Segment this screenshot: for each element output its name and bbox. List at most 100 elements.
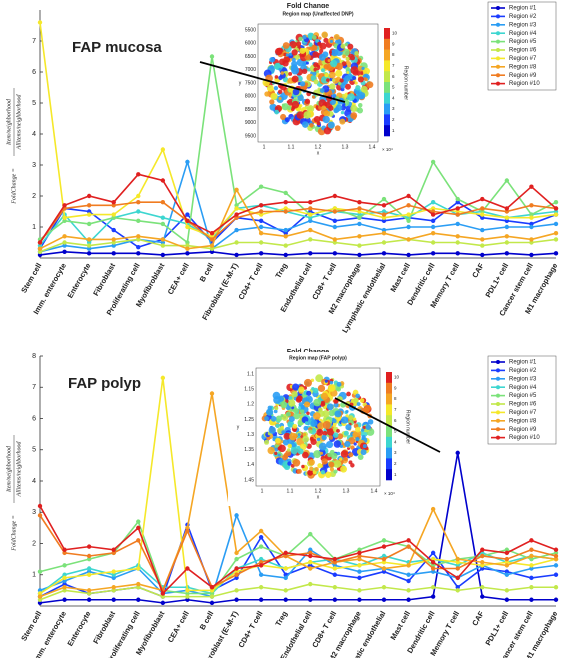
data-point	[136, 172, 140, 176]
chart: 1234567Fold ChangeFoldChange =Item/neigh…	[6, 2, 559, 334]
inset-pixel	[308, 429, 312, 433]
inset-pixel	[316, 429, 323, 436]
inset-pixel	[292, 75, 299, 82]
data-point	[382, 197, 386, 201]
inset-pixel	[292, 49, 298, 55]
data-point	[259, 535, 263, 539]
y-tick-label: 6	[32, 415, 36, 422]
data-point	[234, 206, 238, 210]
data-point	[308, 560, 312, 564]
inset-pixel	[300, 409, 304, 413]
legend-marker	[496, 427, 500, 431]
data-point	[431, 251, 435, 255]
data-point	[136, 538, 140, 542]
inset-y-tick-label: 5500	[245, 27, 256, 33]
inset-pixel	[346, 392, 351, 397]
inset-pixel	[314, 467, 318, 471]
inset-pixel	[309, 123, 313, 127]
data-point	[161, 216, 165, 220]
data-point	[161, 253, 165, 257]
data-point	[284, 551, 288, 555]
y-tick-label: 3	[32, 509, 36, 516]
data-point	[112, 569, 116, 573]
x-tick-label: B cell	[198, 261, 216, 283]
inset-pixel	[352, 432, 357, 437]
colorbar-segment	[384, 60, 390, 71]
inset-pixel	[345, 410, 348, 413]
inset-pixel	[264, 416, 269, 421]
data-point	[185, 588, 189, 592]
data-point	[259, 240, 263, 244]
data-point	[185, 594, 189, 598]
x-tick-label: PDL1+ cell	[483, 261, 510, 299]
legend-marker	[496, 40, 500, 44]
data-point	[185, 566, 189, 570]
inset-pixel	[305, 99, 310, 104]
legend-label: Region #7	[509, 56, 537, 62]
x-tick-label: Lymphatic endothelial	[340, 261, 387, 334]
data-point	[505, 216, 509, 220]
inset-pixel	[346, 71, 349, 74]
inset-y-tick-label: 1.45	[244, 477, 254, 483]
data-point	[284, 209, 288, 213]
data-point	[382, 240, 386, 244]
data-point	[308, 200, 312, 204]
legend-label: Region #10	[509, 435, 540, 441]
data-point	[185, 247, 189, 251]
data-point	[554, 548, 558, 552]
colorbar-segment	[386, 469, 392, 480]
inset-pixel	[296, 41, 301, 46]
data-point	[406, 253, 410, 257]
inset-pixel	[278, 76, 282, 80]
chart: 12345678Fold ChangeFoldChange =Item/neig…	[6, 349, 559, 658]
data-point	[505, 225, 509, 229]
data-point	[406, 598, 410, 602]
inset-pixel	[274, 452, 277, 455]
inset-pixel	[289, 416, 295, 422]
data-point	[456, 451, 460, 455]
data-point	[333, 573, 337, 577]
inset-pixel	[312, 35, 317, 40]
inset-pixel	[326, 78, 330, 82]
legend-marker	[496, 436, 500, 440]
colorbar-label: Region number	[405, 410, 411, 445]
data-point	[87, 573, 91, 577]
data-point	[505, 598, 509, 602]
inset-pixel	[346, 57, 350, 61]
data-point	[456, 240, 460, 244]
data-point	[554, 231, 558, 235]
colorbar-segment	[384, 28, 390, 39]
inset-pixel	[363, 444, 367, 448]
data-point	[480, 253, 484, 257]
inset-pixel	[323, 421, 331, 429]
data-point	[406, 212, 410, 216]
data-point	[38, 594, 42, 598]
data-point	[308, 532, 312, 536]
data-point	[456, 206, 460, 210]
inset-pixel	[332, 93, 336, 97]
inset-pixel	[318, 407, 323, 412]
inset-x-tick-label: 1.1	[288, 144, 295, 150]
x-tick-label: PDL1+ cell	[483, 609, 510, 647]
y-label-denominator: Allitems/neighborhood	[16, 441, 22, 498]
inset-pixel	[357, 402, 361, 406]
inset-pixel	[335, 125, 341, 131]
data-point	[161, 237, 165, 241]
inset-pixel	[333, 460, 341, 468]
data-point	[382, 231, 386, 235]
inset-pixel	[317, 463, 322, 468]
data-point	[87, 588, 91, 592]
inset-pixel	[274, 110, 279, 115]
data-point	[234, 513, 238, 517]
data-point	[284, 243, 288, 247]
inset-pixel	[350, 105, 357, 112]
inset-pixel	[275, 48, 282, 55]
inset-pixel	[346, 67, 350, 71]
data-point	[431, 560, 435, 564]
data-point	[62, 585, 66, 589]
colorbar-segment	[386, 437, 392, 448]
inset-pixel	[286, 412, 291, 417]
inset-pixel	[303, 426, 308, 431]
data-point	[210, 231, 214, 235]
inset-y-tick-label: 8500	[245, 107, 256, 113]
